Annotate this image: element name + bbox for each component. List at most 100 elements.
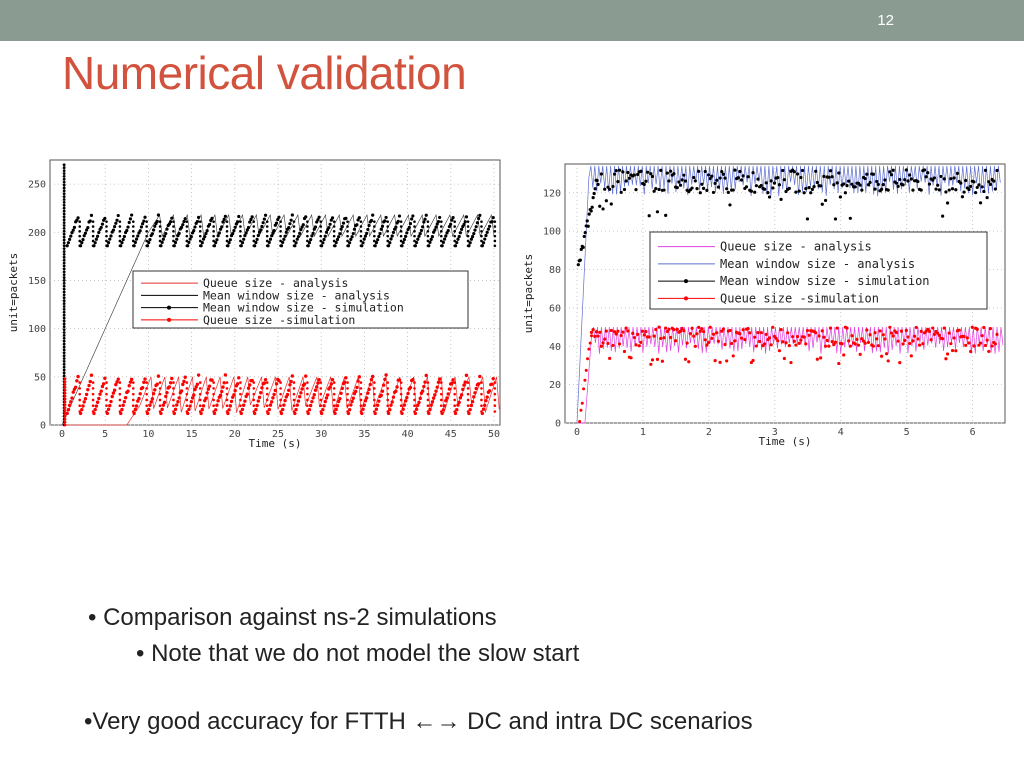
- marker: [306, 387, 309, 390]
- marker: [762, 342, 767, 346]
- marker: [903, 338, 907, 343]
- marker: [840, 342, 844, 346]
- marker: [192, 393, 196, 397]
- marker: [321, 241, 325, 245]
- marker: [62, 192, 66, 196]
- marker: [298, 231, 302, 236]
- marker: [62, 212, 66, 216]
- marker: [72, 225, 77, 229]
- marker: [62, 183, 66, 187]
- marker: [62, 305, 66, 308]
- marker: [335, 237, 340, 242]
- marker: [332, 220, 336, 223]
- y-tick-label: 250: [28, 180, 46, 191]
- marker: [165, 390, 169, 395]
- marker: [105, 220, 108, 223]
- marker: [225, 392, 229, 396]
- marker: [413, 234, 416, 238]
- marker: [583, 378, 587, 382]
- marker: [741, 174, 745, 178]
- marker: [263, 213, 268, 217]
- marker: [301, 223, 305, 227]
- marker: [894, 330, 899, 335]
- marker: [731, 354, 735, 358]
- marker: [62, 348, 66, 352]
- marker: [210, 378, 214, 382]
- marker: [401, 240, 405, 245]
- marker: [964, 178, 968, 183]
- marker: [493, 220, 497, 223]
- marker: [438, 215, 442, 220]
- marker: [62, 339, 66, 343]
- marker: [277, 378, 281, 383]
- x-tick-label: 3: [772, 427, 778, 438]
- marker: [777, 183, 782, 187]
- marker: [93, 241, 97, 245]
- marker: [711, 190, 716, 195]
- series-queue-analysis: [62, 376, 500, 426]
- marker: [888, 170, 892, 174]
- marker: [373, 381, 376, 384]
- marker: [453, 244, 458, 248]
- marker: [222, 381, 226, 385]
- marker: [419, 228, 424, 233]
- marker: [762, 187, 767, 191]
- marker: [470, 400, 475, 404]
- marker: [198, 404, 202, 408]
- marker: [82, 234, 86, 238]
- marker: [396, 219, 400, 223]
- marker: [279, 220, 282, 223]
- marker: [338, 396, 342, 401]
- marker: [268, 403, 273, 407]
- marker: [338, 232, 342, 236]
- marker: [131, 230, 135, 233]
- marker: [145, 230, 148, 233]
- marker: [198, 220, 202, 223]
- marker: [292, 234, 296, 238]
- marker: [659, 336, 663, 341]
- marker: [906, 335, 910, 339]
- marker: [172, 381, 175, 384]
- marker: [240, 241, 245, 245]
- marker: [78, 387, 82, 390]
- marker: [357, 216, 361, 220]
- marker: [436, 220, 441, 224]
- marker: [324, 230, 329, 234]
- marker: [697, 169, 701, 173]
- marker: [190, 396, 195, 400]
- marker: [63, 423, 67, 427]
- marker: [105, 404, 108, 408]
- bullet-accuracy-pre: •Very good accuracy for FTTH: [84, 708, 413, 735]
- marker: [78, 404, 82, 408]
- marker: [700, 182, 704, 186]
- marker: [685, 341, 689, 345]
- marker: [809, 191, 813, 195]
- marker: [332, 234, 336, 238]
- marker: [478, 213, 482, 218]
- marker: [103, 376, 107, 380]
- marker: [601, 341, 605, 345]
- marker: [62, 189, 66, 193]
- marker: [931, 178, 935, 182]
- marker: [713, 359, 717, 363]
- marker: [83, 397, 88, 401]
- marker: [239, 387, 242, 390]
- marker: [386, 230, 390, 233]
- marker: [148, 403, 152, 407]
- marker: [252, 381, 256, 384]
- marker: [802, 191, 806, 195]
- marker: [413, 411, 418, 416]
- marker: [185, 239, 189, 243]
- marker: [898, 361, 902, 365]
- marker: [99, 389, 103, 393]
- marker: [634, 343, 638, 347]
- marker: [578, 258, 582, 262]
- marker: [132, 411, 136, 416]
- marker: [706, 173, 711, 177]
- marker: [332, 225, 336, 228]
- marker: [327, 225, 331, 230]
- marker: [175, 237, 179, 241]
- marker: [960, 195, 965, 199]
- marker: [838, 195, 843, 199]
- marker: [733, 339, 737, 343]
